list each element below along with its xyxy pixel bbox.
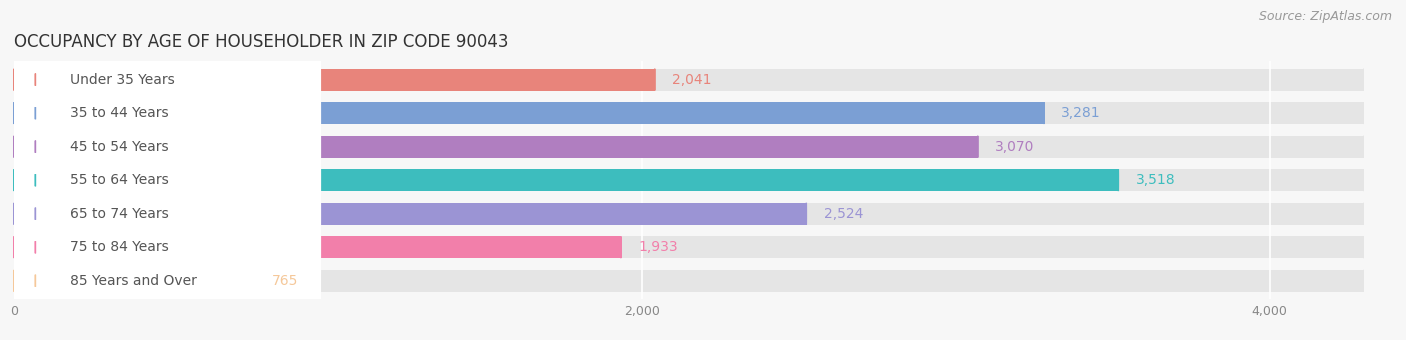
Bar	[14, 236, 1364, 258]
Bar	[14, 236, 621, 258]
Text: 75 to 84 Years: 75 to 84 Years	[70, 240, 169, 254]
Text: 3,518: 3,518	[1136, 173, 1175, 187]
Bar	[14, 136, 1364, 157]
Text: 85 Years and Over: 85 Years and Over	[70, 274, 197, 288]
Bar	[14, 69, 655, 90]
Bar	[14, 169, 1364, 191]
Text: Source: ZipAtlas.com: Source: ZipAtlas.com	[1258, 10, 1392, 23]
Text: 2,041: 2,041	[672, 73, 711, 87]
Bar	[14, 69, 1364, 90]
Text: 3,070: 3,070	[995, 140, 1035, 154]
Bar	[14, 203, 806, 225]
FancyBboxPatch shape	[10, 0, 321, 340]
FancyBboxPatch shape	[10, 0, 321, 340]
FancyBboxPatch shape	[10, 0, 321, 340]
Text: 35 to 44 Years: 35 to 44 Years	[70, 106, 169, 120]
FancyBboxPatch shape	[10, 0, 321, 340]
FancyBboxPatch shape	[10, 0, 321, 340]
Text: 3,281: 3,281	[1062, 106, 1101, 120]
FancyBboxPatch shape	[10, 0, 321, 340]
Text: 765: 765	[271, 274, 298, 288]
Bar	[14, 169, 1118, 191]
FancyBboxPatch shape	[10, 0, 321, 340]
Text: 2,524: 2,524	[824, 207, 863, 221]
Bar	[14, 136, 977, 157]
Bar	[14, 102, 1045, 124]
Text: 1,933: 1,933	[638, 240, 678, 254]
Text: 55 to 64 Years: 55 to 64 Years	[70, 173, 169, 187]
Bar	[14, 270, 254, 292]
Bar	[14, 270, 1364, 292]
Text: 65 to 74 Years: 65 to 74 Years	[70, 207, 169, 221]
Bar	[14, 203, 1364, 225]
Text: OCCUPANCY BY AGE OF HOUSEHOLDER IN ZIP CODE 90043: OCCUPANCY BY AGE OF HOUSEHOLDER IN ZIP C…	[14, 33, 509, 51]
Bar	[14, 102, 1364, 124]
Text: Under 35 Years: Under 35 Years	[70, 73, 174, 87]
Text: 45 to 54 Years: 45 to 54 Years	[70, 140, 169, 154]
